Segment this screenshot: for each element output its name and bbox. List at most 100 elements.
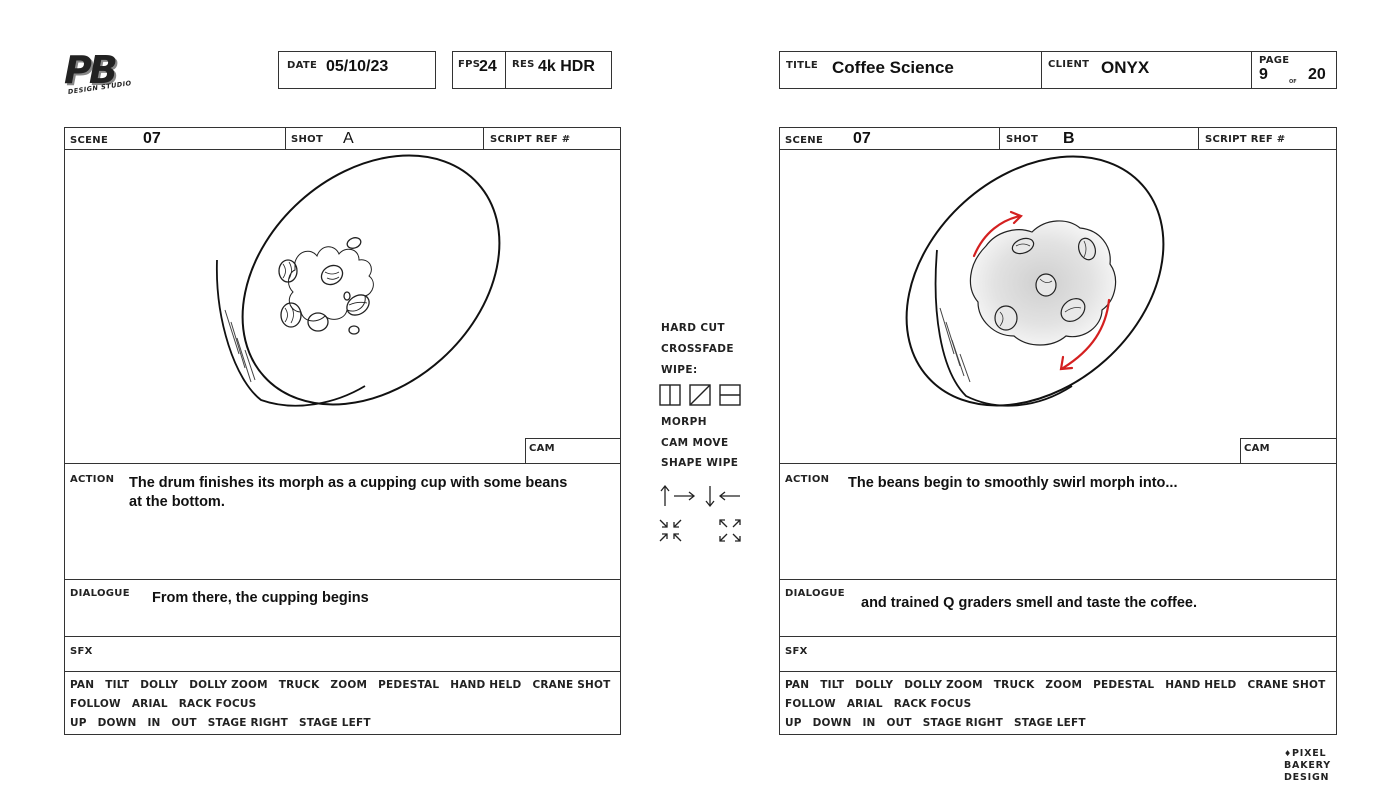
cam-move-item: ARIAL [846, 698, 883, 710]
fps-res-box: FPS 24 RES 4k HDR [452, 51, 612, 89]
transition-cam-move: CAM MOVE [661, 437, 729, 449]
action-text-line1: The beans begin to smoothly swirl morph … [848, 475, 1178, 491]
dialogue-text: and trained Q graders smell and taste th… [861, 595, 1198, 611]
fps-label: FPS [458, 59, 481, 70]
arrow-down-left-icon [705, 486, 740, 508]
cam-move-item: ZOOM [1045, 679, 1083, 691]
cam-move-item: DOWN [812, 717, 852, 729]
of-label: OF [1289, 79, 1297, 85]
cam-move-item: STAGE RIGHT [207, 717, 289, 729]
shot-label: SHOT [1006, 134, 1039, 145]
cam-move-item: OUT [171, 717, 197, 729]
cam-move-item: IN [862, 717, 876, 729]
scene-value: 07 [853, 130, 871, 147]
cam-move-item: TRUCK [278, 679, 320, 691]
divider [1198, 128, 1199, 150]
divider [780, 149, 1336, 150]
storyboard-panel-a: SCENE 07 SHOT A SCRIPT REF # C [64, 127, 621, 735]
dialogue-text: From there, the cupping begins [152, 590, 369, 606]
cam-move-item: CRANE SHOT [532, 679, 611, 691]
action-label: ACTION [785, 474, 830, 485]
cam-move-item: PEDESTAL [1093, 679, 1155, 691]
cam-move-item: STAGE RIGHT [922, 717, 1004, 729]
cam-move-item: DOLLY ZOOM [189, 679, 268, 691]
wipe-icons [659, 384, 741, 406]
cam-move-item: HAND HELD [1165, 679, 1237, 691]
divider [65, 463, 620, 464]
script-ref-label: SCRIPT REF # [1205, 134, 1286, 145]
cam-move-item: UP [70, 717, 87, 729]
sfx-label: SFX [70, 646, 93, 657]
wipe-horizontal-icon [719, 384, 741, 406]
cam-move-item: DOWN [97, 717, 137, 729]
transition-morph: MORPH [661, 416, 707, 428]
frame-sketch-a [216, 154, 501, 407]
fps-value: 24 [479, 58, 497, 75]
swirl-arrow-top [972, 210, 1023, 258]
divider [1041, 52, 1042, 88]
scene-value: 07 [143, 130, 161, 147]
shot-value: A [343, 130, 354, 147]
transition-shape-wipe: SHAPE WIPE [661, 457, 739, 469]
scene-label: SCENE [785, 135, 824, 146]
cam-move-item: STAGE LEFT [299, 717, 371, 729]
arrows-expand-icon [719, 519, 741, 542]
cam-move-item: RACK FOCUS [178, 698, 257, 710]
divider [285, 128, 286, 150]
cam-move-item: PEDESTAL [378, 679, 440, 691]
transition-crossfade: CROSSFADE [661, 343, 734, 355]
cam-move-item: RACK FOCUS [893, 698, 972, 710]
script-ref-label: SCRIPT REF # [490, 134, 571, 145]
divider [65, 671, 620, 672]
action-text-line1: The drum finishes its morph as a cupping… [129, 475, 568, 491]
storyboard-panel-b: SCENE 07 SHOT B SCRIPT REF # [779, 127, 1337, 735]
pixel-bakery-logo: ♦PIXEL BAKERY DESIGN [1284, 748, 1340, 788]
camera-moves-row1: PAN TILT DOLLY DOLLY ZOOM TRUCK ZOOM PEDESTAL H… [785, 679, 1336, 691]
scene-label: SCENE [70, 135, 109, 146]
logo-line1: ♦PIXEL [1284, 748, 1327, 759]
date-value: 05/10/23 [326, 58, 389, 75]
camera-moves-row1: PAN TILT DOLLY DOLLY ZOOM TRUCK ZOOM PEDESTAL H… [70, 679, 621, 691]
camera-moves-row3: UP DOWN IN OUT STAGE RIGHT STAGE LEFT [785, 717, 1097, 729]
divider [65, 636, 620, 637]
shot-label: SHOT [291, 134, 324, 145]
title-client-page-box: TITLE Coffee Science CLIENT ONYX PAGE 9 … [779, 51, 1337, 89]
divider [483, 128, 484, 150]
camera-moves-row2: FOLLOW ARIAL RACK FOCUS [70, 698, 267, 710]
logo-mark: PB [64, 48, 118, 92]
frame-sketch-b [905, 155, 1165, 407]
sfx-label: SFX [785, 646, 808, 657]
logo-line2: BAKERY [1284, 760, 1331, 771]
divider [780, 636, 1336, 637]
date-box: DATE 05/10/23 [278, 51, 436, 89]
camera-moves-row2: FOLLOW ARIAL RACK FOCUS [785, 698, 982, 710]
page-number: 9 [1259, 66, 1268, 83]
logo-line3: DESIGN [1284, 772, 1330, 783]
divider [65, 149, 620, 150]
cam-move-item: FOLLOW [70, 698, 121, 710]
cam-label: CAM [529, 443, 555, 454]
cam-move-item: DOLLY ZOOM [904, 679, 983, 691]
arrow-up-right-icon [660, 484, 696, 506]
cam-box: CAM [525, 438, 621, 464]
title-value: Coffee Science [832, 58, 954, 77]
divider [780, 671, 1336, 672]
action-label: ACTION [70, 474, 115, 485]
cam-move-item: DOLLY [855, 679, 894, 691]
client-value: ONYX [1101, 58, 1150, 77]
title-label: TITLE [786, 60, 819, 71]
pb-logo: PB DESIGN STUDIO [62, 48, 142, 104]
transition-wipe: WIPE: [661, 364, 698, 376]
cam-move-item: IN [147, 717, 161, 729]
cam-box: CAM [1240, 438, 1337, 464]
date-label: DATE [287, 60, 318, 71]
page-label: PAGE [1259, 55, 1290, 66]
camera-moves-row3: UP DOWN IN OUT STAGE RIGHT STAGE LEFT [70, 717, 382, 729]
cam-move-item: DOLLY [140, 679, 179, 691]
client-label: CLIENT [1048, 59, 1090, 70]
cam-move-item: PAN [785, 679, 810, 691]
divider [505, 52, 506, 88]
res-value: 4k HDR [538, 58, 595, 75]
cam-move-item: UP [785, 717, 802, 729]
cam-move-item: TILT [105, 679, 130, 691]
